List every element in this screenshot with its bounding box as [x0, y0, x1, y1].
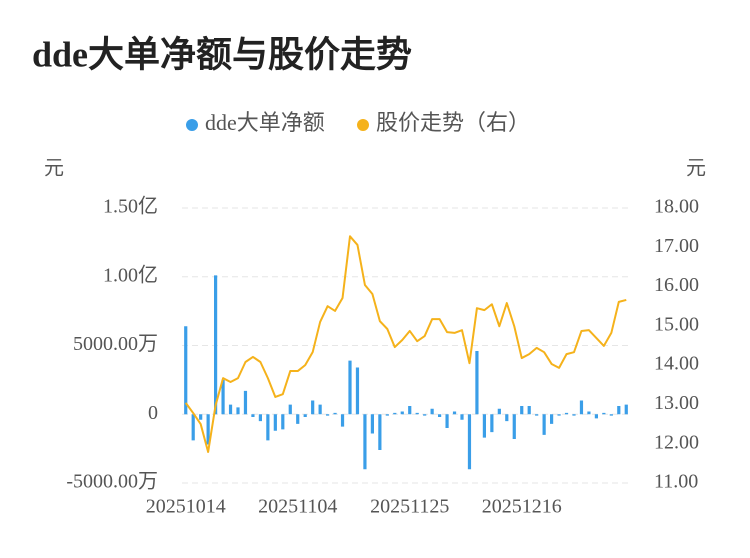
bar	[512, 414, 516, 439]
bar	[281, 414, 285, 430]
legend-marker	[357, 119, 369, 131]
bar	[243, 390, 248, 415]
bar	[296, 414, 300, 424]
x-tick-label: 20251125	[370, 496, 449, 518]
bar	[452, 411, 457, 415]
x-tick-label: 20251014	[146, 496, 226, 518]
bar	[587, 411, 591, 415]
bar	[438, 414, 442, 417]
bar	[572, 414, 576, 416]
bar	[408, 406, 412, 415]
y2-axis-label: 元	[686, 158, 706, 180]
bar	[199, 414, 203, 420]
y2-tick-label: 17.00	[654, 235, 699, 257]
bar	[624, 404, 628, 415]
bar	[535, 414, 539, 416]
bar	[527, 406, 531, 415]
y-tick-label: 1.00亿	[103, 263, 158, 286]
y-tick-label: 1.50亿	[103, 195, 158, 218]
bar	[475, 351, 479, 415]
chart-title: dde大单净额与股价走势	[32, 34, 412, 74]
y2-tick-label: 18.00	[654, 196, 699, 218]
bar	[326, 414, 330, 416]
legend-label[interactable]: 股价走势（右）	[376, 110, 530, 135]
bar	[482, 414, 486, 438]
bar	[557, 414, 561, 416]
bar	[363, 414, 367, 470]
bar	[348, 360, 352, 415]
bar	[333, 412, 337, 415]
y2-tick-label: 11.00	[654, 471, 698, 493]
y-axis-label: 元	[44, 158, 64, 180]
y-tick-label: 5000.00万	[73, 333, 158, 355]
bar	[393, 412, 397, 415]
bar	[385, 414, 389, 416]
bar	[228, 404, 233, 415]
bar	[303, 414, 307, 417]
y-tick-label: 0	[148, 402, 158, 424]
bar	[564, 412, 569, 415]
legend-marker	[186, 119, 198, 131]
bar	[378, 414, 382, 450]
bar	[191, 414, 195, 441]
x-tick-label: 20251216	[482, 496, 562, 518]
bar	[266, 414, 270, 441]
bar	[423, 414, 427, 416]
bar	[370, 414, 374, 434]
x-tick-label: 20251104	[258, 496, 337, 518]
bar	[318, 404, 322, 415]
bar	[184, 326, 188, 415]
bar	[415, 412, 419, 415]
bar	[221, 379, 225, 415]
bar	[251, 414, 255, 417]
bar	[594, 414, 598, 419]
y2-tick-label: 15.00	[654, 313, 699, 335]
bar	[467, 414, 472, 470]
bar	[550, 414, 554, 424]
bar	[490, 414, 494, 433]
legend-label[interactable]: dde大单净额	[205, 110, 325, 135]
bar	[273, 414, 277, 431]
bar	[602, 412, 606, 415]
y-tick-label: -5000.00万	[66, 471, 158, 493]
bar	[400, 411, 404, 415]
price-line	[184, 235, 627, 453]
bar	[460, 414, 464, 420]
bar	[311, 400, 315, 415]
bar	[445, 414, 449, 428]
bar	[340, 414, 345, 427]
y2-tick-label: 13.00	[654, 392, 699, 414]
y2-tick-label: 12.00	[654, 431, 699, 453]
bar	[288, 404, 292, 415]
bar	[609, 414, 613, 416]
bar	[542, 414, 546, 435]
bar	[617, 406, 621, 415]
bar	[430, 408, 434, 415]
y2-tick-label: 16.00	[654, 274, 699, 296]
bar	[206, 414, 210, 445]
bar	[505, 414, 509, 422]
bar	[520, 406, 524, 415]
y2-tick-label: 14.00	[654, 353, 699, 375]
bar	[258, 414, 262, 422]
bar	[214, 275, 218, 415]
bar	[579, 400, 584, 415]
bar	[236, 407, 240, 415]
bar	[497, 408, 501, 415]
bar	[355, 367, 360, 415]
